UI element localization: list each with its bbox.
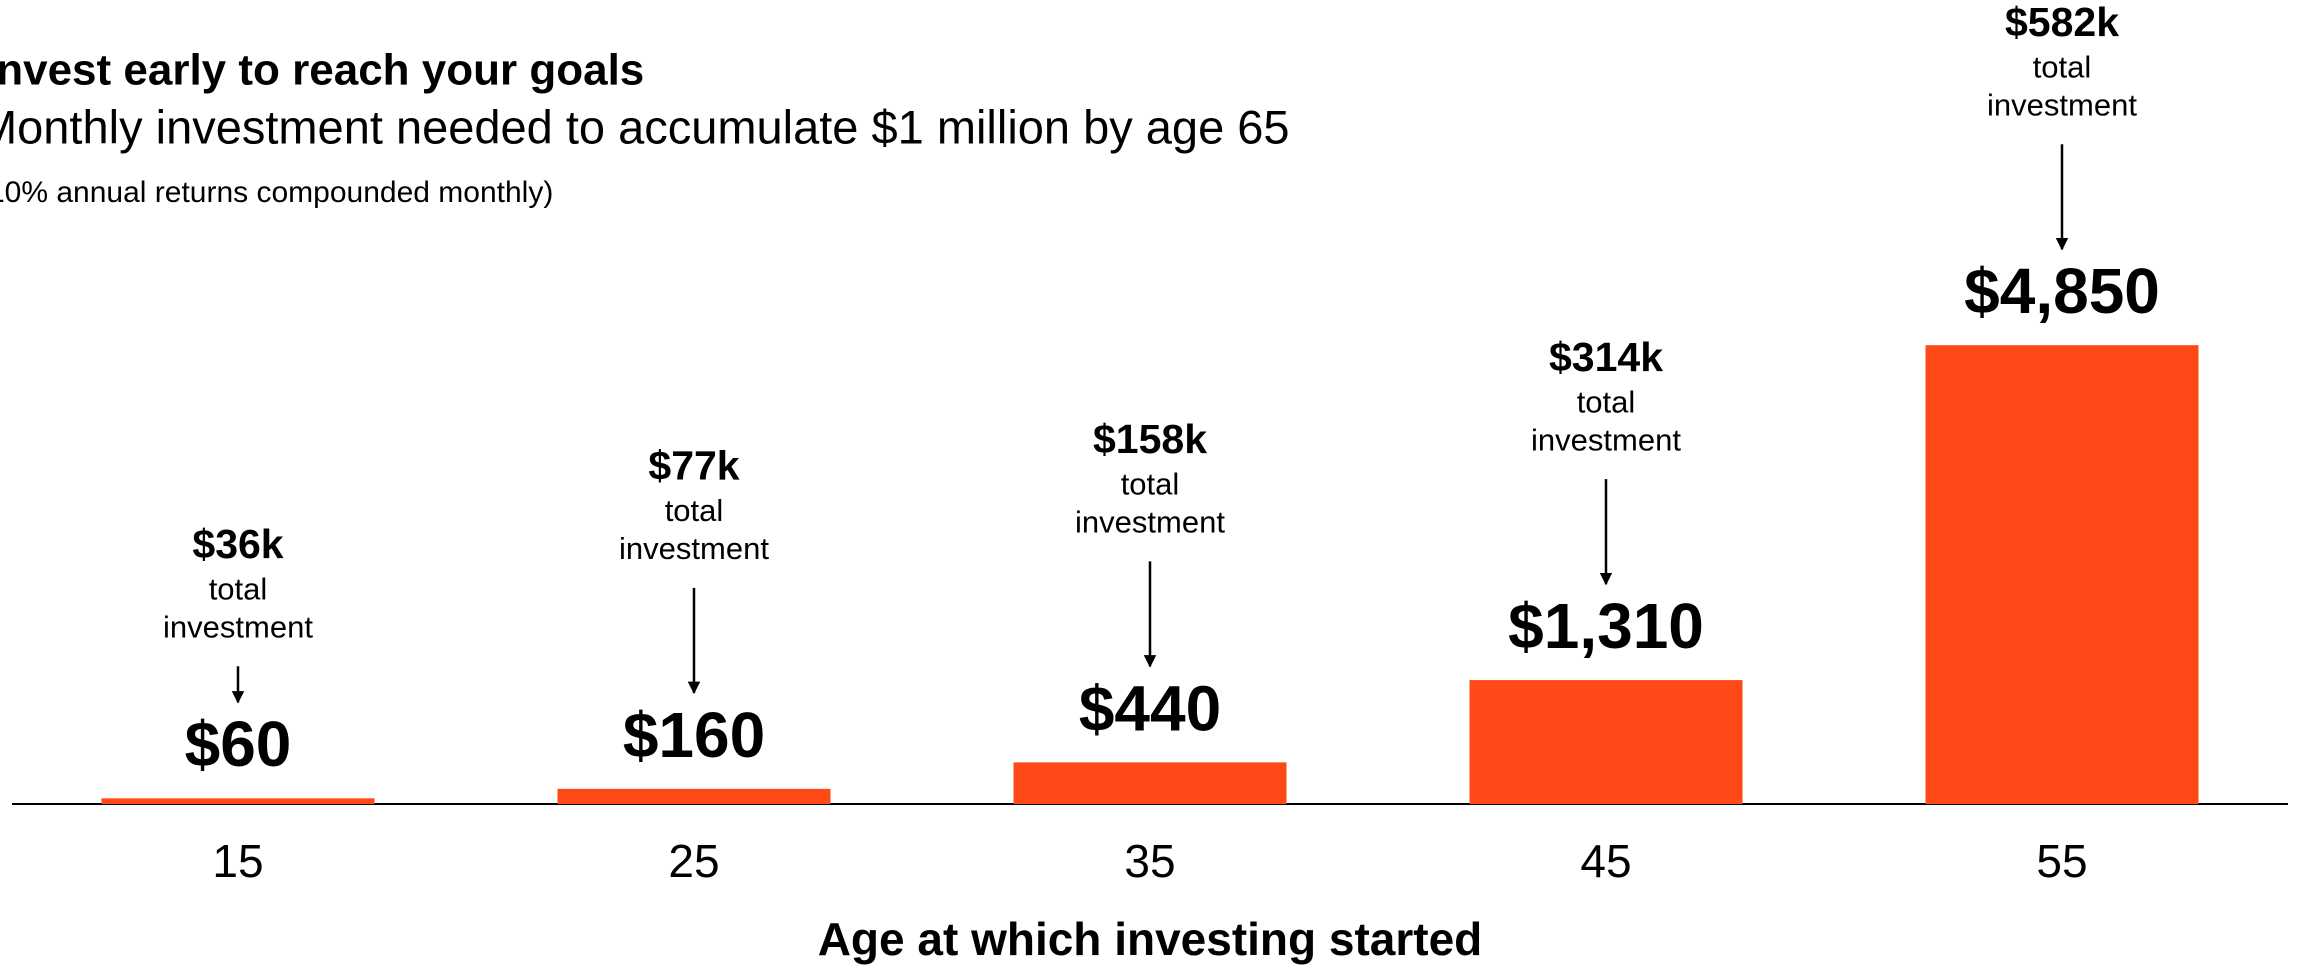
annotation-text: total <box>1121 467 1180 502</box>
value-label: $160 <box>623 699 765 771</box>
value-label: $4,850 <box>1964 255 2160 327</box>
x-tick-label: 25 <box>668 835 719 887</box>
annotation-text: total <box>665 493 724 528</box>
chart-note: (10% annual returns compounded monthly) <box>0 176 553 209</box>
annotation-text: investment <box>1075 505 1225 540</box>
annotation-value: $582k <box>2005 0 2119 45</box>
annotation-value: $36k <box>192 521 283 567</box>
bar <box>557 788 831 804</box>
annotation-text: investment <box>163 610 313 645</box>
bar <box>1013 762 1287 804</box>
chart-title: Invest early to reach your goals <box>0 46 644 95</box>
annotation-value: $77k <box>648 443 739 489</box>
x-tick-label: 15 <box>212 835 263 887</box>
bar <box>1925 345 2199 804</box>
annotation-value: $314k <box>1549 334 1663 380</box>
annotation-text: total <box>1577 384 1636 419</box>
value-label: $60 <box>185 708 292 780</box>
annotation-text: investment <box>1531 422 1681 457</box>
value-label: $440 <box>1079 672 1221 744</box>
bar <box>101 798 375 804</box>
chart-subtitle: Monthly investment needed to accumulate … <box>0 100 1290 153</box>
x-tick-label: 55 <box>2036 835 2087 887</box>
annotation-text: investment <box>1987 87 2137 122</box>
annotation-value: $158k <box>1093 416 1207 462</box>
x-tick-label: 35 <box>1124 835 1175 887</box>
bar <box>1469 680 1743 804</box>
x-tick-label: 45 <box>1580 835 1631 887</box>
annotation-text: investment <box>619 531 769 566</box>
annotation-text: total <box>2033 49 2092 84</box>
value-label: $1,310 <box>1508 590 1704 662</box>
x-axis-title: Age at which investing started <box>818 913 1483 965</box>
annotation-text: total <box>209 572 268 607</box>
